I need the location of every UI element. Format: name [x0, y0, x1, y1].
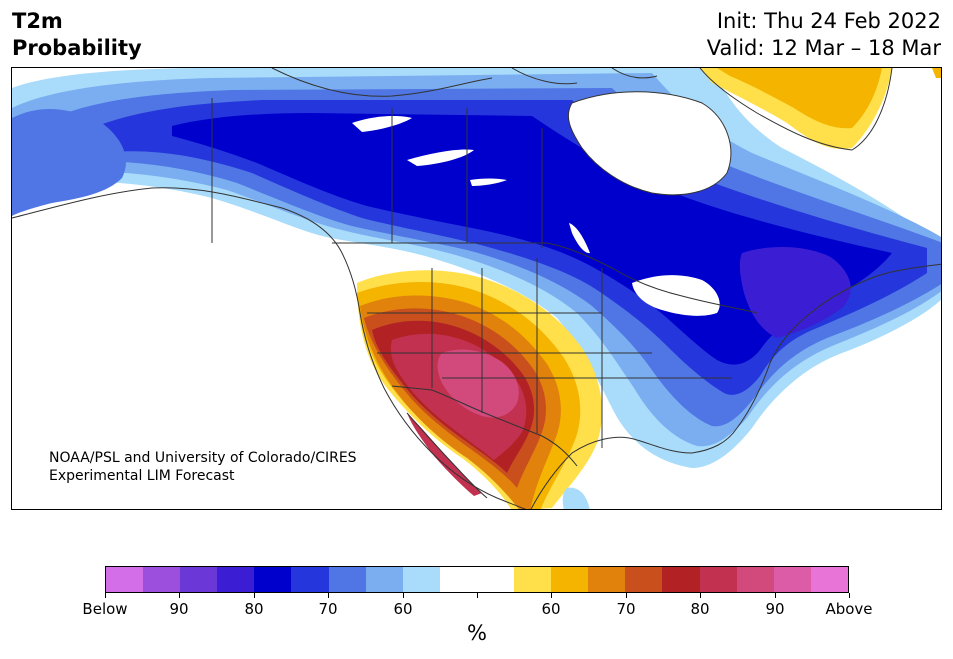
colorbar-tick-label: 80 — [690, 600, 710, 618]
title-line-2: Probability — [12, 36, 142, 60]
probability-map — [11, 67, 942, 510]
colorbar-tick-label: 60 — [541, 600, 561, 618]
colorbar-cell — [773, 567, 811, 592]
colorbar-cell — [254, 567, 292, 592]
colorbar-cell — [625, 567, 663, 592]
hudson-bay-coast — [567, 91, 732, 196]
arctic-warm-field — [700, 68, 941, 149]
hudson-bay — [568, 91, 731, 195]
colorbar-tick — [700, 593, 701, 598]
gulf-coast — [530, 427, 738, 509]
colorbar-cell — [736, 567, 774, 592]
colorbar-tick-label: 60 — [393, 600, 413, 618]
colorbar-cell — [476, 567, 515, 592]
east-coast — [736, 263, 941, 429]
colorbar-tick — [626, 593, 627, 598]
water-features — [352, 91, 731, 316]
baja-coast — [406, 412, 488, 499]
colorbar-tick-label: Below — [82, 600, 128, 618]
colorbar-cell — [180, 567, 218, 592]
colorbar-cell — [699, 567, 737, 592]
colorbar-tick — [105, 593, 106, 598]
colorbar-cell — [810, 567, 848, 592]
init-date: Init: Thu 24 Feb 2022 — [716, 9, 941, 33]
valid-range: Valid: 12 Mar – 18 Mar — [706, 36, 941, 60]
colorbar-cell — [514, 567, 552, 592]
colorbar-tick-label: 80 — [244, 600, 264, 618]
forecast-dates: Init: Thu 24 Feb 2022 Valid: 12 Mar – 18… — [707, 8, 941, 62]
colorbar-tick — [477, 593, 478, 598]
arctic-corner — [932, 68, 941, 78]
credit-line-2: Experimental LIM Forecast — [49, 468, 235, 484]
colorbar-tick-label: Above — [825, 600, 873, 618]
us-canada-border — [332, 242, 758, 314]
colorbar-cell — [551, 567, 589, 592]
us-mexico-border — [391, 385, 578, 467]
colorbar-cell — [588, 567, 626, 592]
alaska-band — [12, 108, 126, 216]
colorbar-tick — [179, 593, 180, 598]
alaska-field — [12, 108, 126, 216]
colorbar-tick — [254, 593, 255, 598]
colorbar-cell — [365, 567, 403, 592]
map-canvas — [12, 68, 941, 509]
gulf-light-blue — [562, 487, 590, 509]
colorbar-cell — [291, 567, 329, 592]
colorbar-cell — [217, 567, 255, 592]
colorbar-tick — [849, 593, 850, 598]
lake-white-4 — [569, 223, 590, 254]
colorbar-cell — [143, 567, 181, 592]
colorbar-cell — [402, 567, 440, 592]
colorbar-tick — [403, 593, 404, 598]
colorbar-tick — [551, 593, 552, 598]
greenland-coast — [699, 68, 893, 151]
west-coast — [12, 187, 527, 509]
probability-colorbar — [105, 566, 849, 593]
colorbar-tick-label: 90 — [765, 600, 785, 618]
lake-white-3 — [470, 178, 507, 186]
colorbar-tick — [775, 593, 776, 598]
cold-band-85 — [739, 246, 851, 338]
warm-band-85 — [437, 349, 519, 418]
credit-line-1: NOAA/PSL and University of Colorado/CIRE… — [49, 450, 357, 466]
colorbar-tick — [328, 593, 329, 598]
colorbar-cell — [106, 567, 144, 592]
colorbar-cell — [439, 567, 477, 592]
colorbar-tick-label: 90 — [169, 600, 189, 618]
colorbar-cell — [662, 567, 700, 592]
arctic-islands — [271, 68, 658, 97]
arctic-band-gold — [717, 68, 882, 129]
title-line-1: T2m — [12, 9, 63, 33]
coastlines-and-borders — [12, 68, 941, 509]
colorbar-tick-label: 70 — [616, 600, 636, 618]
figure-title: T2m Probability — [12, 8, 142, 62]
colorbar-unit: % — [467, 621, 487, 645]
great-lakes — [632, 275, 720, 316]
lake-white-1 — [352, 115, 412, 132]
lake-white-2 — [407, 149, 474, 166]
colorbar-cell — [328, 567, 366, 592]
source-credit: NOAA/PSL and University of Colorado/CIRE… — [49, 449, 357, 485]
colorbar-tick-label: 70 — [318, 600, 338, 618]
